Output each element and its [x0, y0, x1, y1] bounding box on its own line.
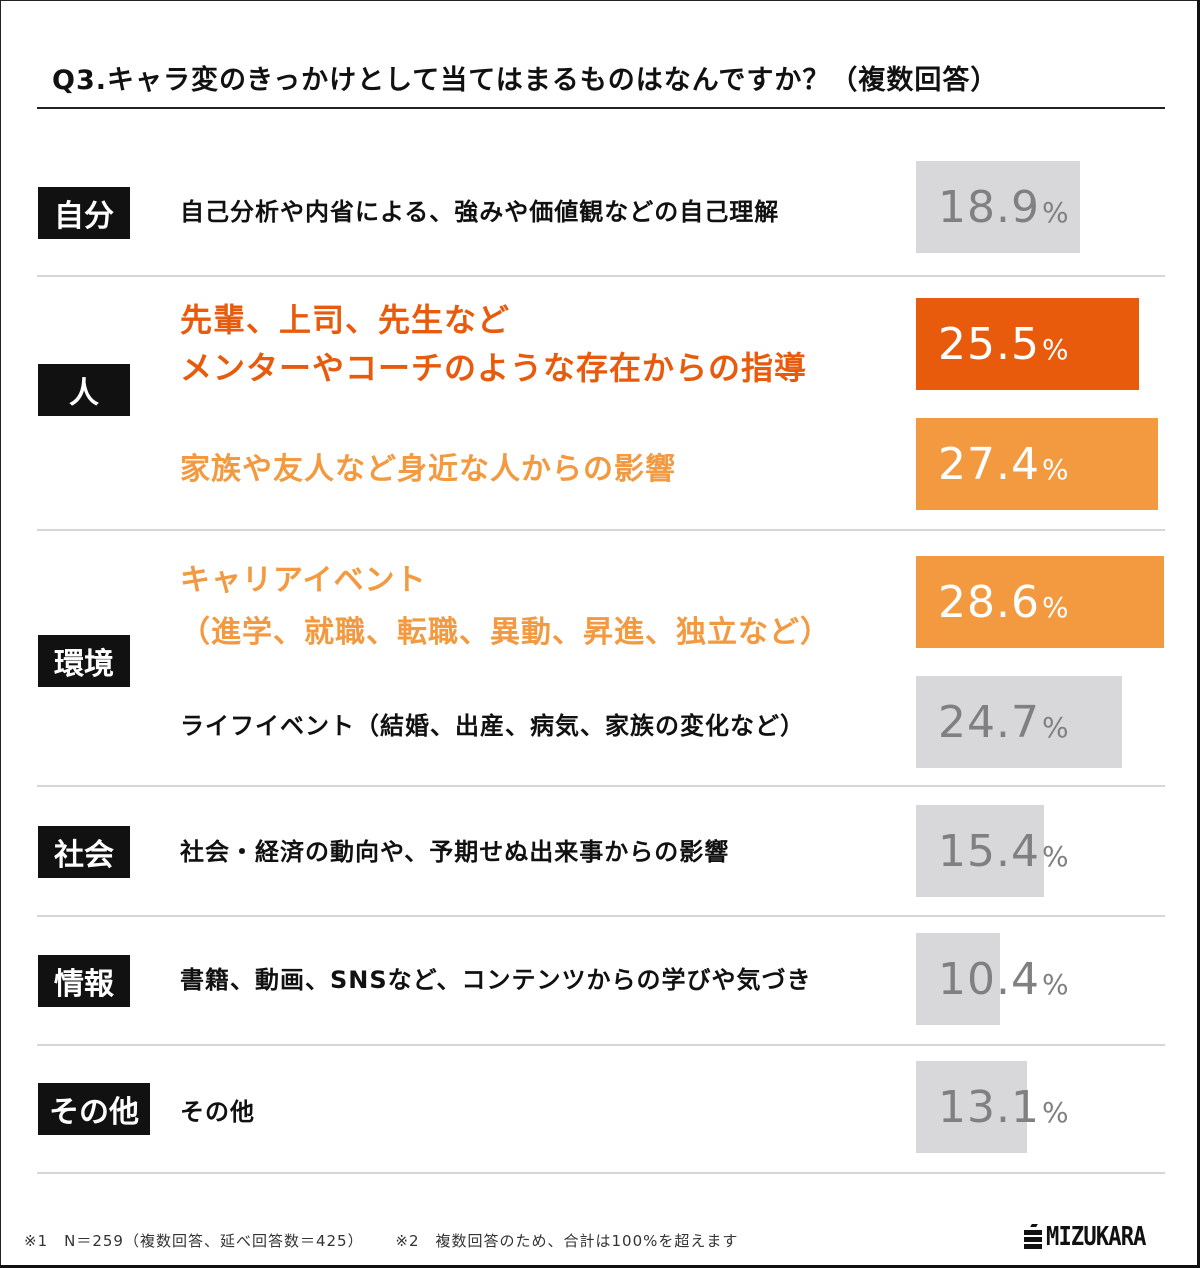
- category-badge-self: 自分: [38, 187, 130, 239]
- item-label-mentor-line2: メンターやコーチのような存在からの指導: [180, 349, 808, 387]
- section-divider: [37, 915, 1165, 917]
- value-unit: %: [1041, 452, 1069, 486]
- item-label-family-friends: 家族や友人など身近な人からの影響: [180, 452, 676, 487]
- value-unit: %: [1041, 332, 1069, 366]
- value-life-event: 24.7%: [938, 676, 1069, 768]
- footnote-sample-size: ※1 N＝259（複数回答、延べ回答数＝425）: [24, 1232, 364, 1250]
- section-divider: [37, 1044, 1165, 1046]
- chart-title: Q3.キャラ変のきっかけとして当てはまるものはなんですか？（複数回答）: [52, 65, 999, 96]
- frame-shadow-bottom: [0, 1265, 1200, 1268]
- value-unit: %: [1041, 839, 1069, 873]
- value-family-friends: 27.4%: [938, 418, 1069, 510]
- bar-self-analysis: [916, 161, 1080, 253]
- logo-mark-icon: [1024, 1224, 1042, 1250]
- bar-content-learning: [916, 933, 1000, 1025]
- value-number: 13.1: [938, 1081, 1040, 1133]
- title-underline: [37, 107, 1165, 109]
- item-label-mentor-line1: 先輩、上司、先生など: [180, 301, 511, 339]
- value-career-event: 28.6%: [938, 556, 1069, 648]
- value-number: 18.9: [938, 181, 1040, 233]
- item-label-mentor: 先輩、上司、先生など メンターやコーチのような存在からの指導: [180, 296, 807, 392]
- footnotes: ※1 N＝259（複数回答、延べ回答数＝425） ※2 複数回答のため、合計は1…: [24, 1230, 764, 1251]
- category-badge-information: 情報: [38, 955, 130, 1007]
- value-self-analysis: 18.9%: [938, 161, 1069, 253]
- value-number: 27.4: [938, 438, 1040, 490]
- value-number: 24.7: [938, 696, 1040, 748]
- section-divider: [37, 529, 1165, 531]
- item-label-other: その他: [180, 1098, 255, 1126]
- value-number: 10.4: [938, 953, 1040, 1005]
- section-divider: [37, 275, 1165, 277]
- value-number: 15.4: [938, 825, 1040, 877]
- value-number: 25.5: [938, 318, 1040, 370]
- brand-logo: MIZUKARA: [1024, 1222, 1163, 1252]
- bar-social-economic: [916, 805, 1044, 897]
- value-mentor: 25.5%: [938, 298, 1069, 390]
- item-label-self-analysis: 自己分析や内省による、強みや価値観などの自己理解: [180, 198, 780, 226]
- item-label-life-event: ライフイベント（結婚、出産、病気、家族の変化など）: [180, 712, 805, 740]
- category-badge-environment: 環境: [38, 635, 130, 687]
- value-unit: %: [1041, 590, 1069, 624]
- category-badge-society: 社会: [38, 826, 130, 878]
- item-label-social-economic: 社会・経済の動向や、予期せぬ出来事からの影響: [180, 838, 730, 866]
- value-unit: %: [1041, 1095, 1069, 1129]
- logo-text: MIZUKARA: [1046, 1222, 1147, 1252]
- category-badge-other: その他: [38, 1083, 150, 1135]
- bar-family-friends: [916, 418, 1158, 510]
- item-label-content-learning: 書籍、動画、SNSなど、コンテンツからの学びや気づき: [180, 966, 812, 994]
- bar-career-event: [916, 556, 1164, 648]
- frame-shadow-right: [1197, 0, 1200, 1268]
- section-divider: [37, 1172, 1165, 1174]
- bar-mentor: [916, 298, 1139, 390]
- item-label-career-event: キャリアイベント （進学、就職、転職、異動、昇進、独立など）: [180, 555, 831, 659]
- footnote-multiple-answer: ※2 複数回答のため、合計は100%を超えます: [395, 1232, 739, 1250]
- bar-life-event: [916, 676, 1122, 768]
- item-label-career-event-line1: キャリアイベント: [180, 563, 427, 598]
- value-content-learning: 10.4%: [938, 933, 1069, 1025]
- bar-other: [916, 1061, 1027, 1153]
- value-unit: %: [1041, 967, 1069, 1001]
- section-divider: [37, 785, 1165, 787]
- value-unit: %: [1041, 195, 1069, 229]
- value-social-economic: 15.4%: [938, 805, 1069, 897]
- value-other: 13.1%: [938, 1061, 1069, 1153]
- value-number: 28.6: [938, 576, 1040, 628]
- value-unit: %: [1041, 710, 1069, 744]
- item-label-career-event-line2: （進学、就職、転職、異動、昇進、独立など）: [180, 615, 831, 650]
- category-badge-people: 人: [38, 364, 130, 416]
